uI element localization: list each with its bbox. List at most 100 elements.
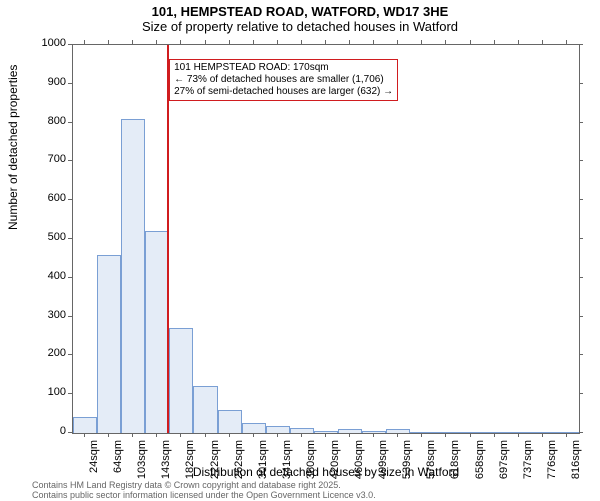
x-tick (325, 433, 326, 437)
x-tick-label: 222sqm (209, 440, 221, 480)
x-tick (566, 40, 567, 44)
x-tick (253, 40, 254, 44)
y-axis-label: Number of detached properties (6, 65, 20, 230)
x-tick-label: 182sqm (184, 440, 196, 480)
x-tick (445, 433, 446, 437)
y-tick (579, 160, 583, 161)
plot-area: 101 HEMPSTEAD ROAD: 170sqm← 73% of detac… (72, 44, 580, 434)
x-tick-label: 103sqm (136, 440, 148, 480)
x-tick (180, 40, 181, 44)
y-tick (579, 83, 583, 84)
x-tick (205, 40, 206, 44)
y-tick-label: 200 (36, 347, 66, 359)
x-tick-label: 499sqm (377, 440, 389, 480)
histogram-bar (338, 429, 362, 433)
x-tick (566, 433, 567, 437)
x-tick (277, 433, 278, 437)
x-tick-label: 380sqm (305, 440, 317, 480)
x-tick-label: 143sqm (160, 440, 172, 480)
x-tick-label: 341sqm (281, 440, 293, 480)
x-tick (132, 433, 133, 437)
histogram-bar (362, 431, 386, 433)
x-tick (421, 433, 422, 437)
x-tick (253, 433, 254, 437)
x-tick-label: 460sqm (353, 440, 365, 480)
x-tick (518, 433, 519, 437)
y-tick (68, 393, 72, 394)
histogram-bar (410, 432, 434, 433)
x-tick-label: 420sqm (329, 440, 341, 480)
y-tick (68, 83, 72, 84)
histogram-bar (73, 417, 97, 433)
x-tick (349, 433, 350, 437)
histogram-bar (121, 119, 145, 433)
histogram-bar (507, 432, 531, 433)
x-tick-label: 578sqm (425, 440, 437, 480)
reference-line (167, 45, 169, 433)
y-tick-label: 900 (36, 76, 66, 88)
histogram-bar (169, 328, 193, 433)
y-tick-label: 1000 (36, 37, 66, 49)
x-tick (470, 433, 471, 437)
y-tick (68, 160, 72, 161)
y-tick-label: 100 (36, 386, 66, 398)
x-tick (494, 433, 495, 437)
annotation-box: 101 HEMPSTEAD ROAD: 170sqm← 73% of detac… (169, 59, 398, 101)
y-tick (68, 316, 72, 317)
x-tick-label: 816sqm (570, 440, 582, 480)
histogram-bar (193, 386, 217, 433)
x-tick (156, 40, 157, 44)
x-tick (397, 40, 398, 44)
y-tick (68, 238, 72, 239)
x-tick (229, 433, 230, 437)
histogram-bar (459, 432, 483, 433)
chart-title-block: 101, HEMPSTEAD ROAD, WATFORD, WD17 3HE S… (0, 0, 600, 34)
x-tick (108, 433, 109, 437)
x-tick (108, 40, 109, 44)
y-tick-label: 400 (36, 270, 66, 282)
histogram-bar (555, 432, 579, 433)
annotation-line: 27% of semi-detached houses are larger (… (174, 86, 393, 98)
x-tick (132, 40, 133, 44)
y-tick (68, 354, 72, 355)
y-tick-label: 300 (36, 309, 66, 321)
y-tick (579, 432, 583, 433)
y-tick (579, 393, 583, 394)
y-tick (68, 432, 72, 433)
histogram-bar (531, 432, 555, 433)
y-tick (579, 316, 583, 317)
x-tick (421, 40, 422, 44)
y-tick (68, 44, 72, 45)
x-tick (445, 40, 446, 44)
x-tick-label: 776sqm (546, 440, 558, 480)
x-tick (349, 40, 350, 44)
annotation-line: ← 73% of detached houses are smaller (1,… (174, 74, 393, 86)
x-tick-label: 737sqm (522, 440, 534, 480)
x-tick (156, 433, 157, 437)
x-tick (229, 40, 230, 44)
histogram-bar (434, 432, 458, 433)
x-tick (325, 40, 326, 44)
x-tick (397, 433, 398, 437)
x-tick-label: 262sqm (233, 440, 245, 480)
x-tick (301, 433, 302, 437)
x-tick-label: 697sqm (498, 440, 510, 480)
x-tick (277, 40, 278, 44)
y-tick (68, 199, 72, 200)
histogram-bar (483, 432, 507, 433)
y-tick (579, 354, 583, 355)
x-tick-label: 24sqm (88, 440, 100, 480)
y-tick (579, 238, 583, 239)
histogram-bar (290, 428, 314, 433)
x-tick (84, 433, 85, 437)
histogram-bar (97, 255, 121, 433)
y-tick-label: 700 (36, 153, 66, 165)
footer-credits: Contains HM Land Registry data © Crown c… (32, 481, 376, 501)
x-tick (542, 433, 543, 437)
x-tick-label: 64sqm (112, 440, 124, 480)
histogram-bar (242, 423, 266, 433)
histogram-bar (218, 410, 242, 433)
x-tick (205, 433, 206, 437)
x-tick-label: 618sqm (449, 440, 461, 480)
y-tick (579, 199, 583, 200)
